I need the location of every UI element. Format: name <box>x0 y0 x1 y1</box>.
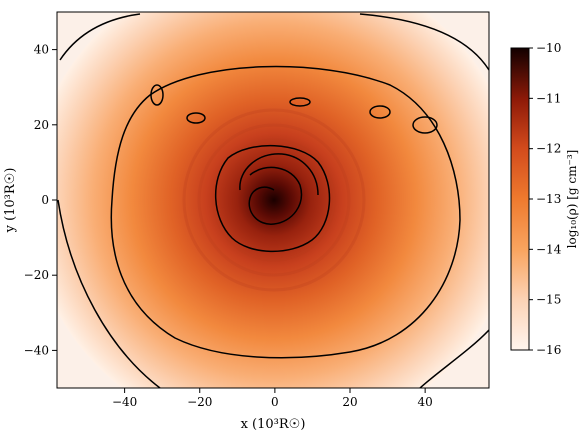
colorbar-tick-label: −11 <box>536 91 561 105</box>
contour-outer-edge-left <box>57 13 161 388</box>
contour-inner-spiral-2 <box>239 153 319 196</box>
colorbar-tick-label: −15 <box>536 293 561 307</box>
x-tick-label: 40 <box>417 395 432 409</box>
colorbar-tick-label: −14 <box>536 242 562 256</box>
x-tick-label: 0 <box>271 395 279 409</box>
colorbar-tick-label: −16 <box>536 343 561 357</box>
density-field <box>57 12 489 388</box>
colorbar <box>510 47 530 351</box>
y-tick-label: 20 <box>34 118 49 132</box>
colorbar-tick-label: −10 <box>536 41 561 55</box>
colorbar-tick-label: −12 <box>536 142 561 156</box>
contour-blob-4 <box>369 105 391 119</box>
density-ripples <box>182 108 366 292</box>
contour-blob-2 <box>289 97 311 107</box>
y-axis-label: y (10³R☉) <box>3 168 18 234</box>
colorbar-tick-label: −13 <box>536 192 561 206</box>
x-tick-label: −40 <box>112 395 137 409</box>
contour-inner-spiral <box>248 166 303 225</box>
contour-lines <box>57 13 489 388</box>
plot-area <box>57 12 489 388</box>
colorbar-label: log₁₀(ρ) [g cm⁻³] <box>565 150 579 249</box>
x-tick-label: −20 <box>187 395 212 409</box>
y-ticks: −40 −20 0 20 40 <box>24 43 57 357</box>
x-axis-label: x (10³R☉) <box>241 417 306 432</box>
contour-blob-1 <box>412 116 438 134</box>
colorbar-ticks: −16 −15 −14 −13 −12 −11 −10 <box>529 41 562 357</box>
contour-outer-edge-right <box>359 13 489 388</box>
y-tick-label: 40 <box>34 43 49 57</box>
contour-blob-5 <box>186 112 206 124</box>
y-tick-label: −40 <box>24 343 49 357</box>
contour-outer-ring <box>110 65 461 359</box>
contour-inner-core <box>215 144 331 253</box>
x-ticks: −40 −20 0 20 40 <box>112 388 433 409</box>
x-tick-label: 20 <box>342 395 357 409</box>
y-tick-label: 0 <box>41 193 49 207</box>
y-tick-label: −20 <box>24 268 49 282</box>
contour-blob-3 <box>150 84 164 106</box>
